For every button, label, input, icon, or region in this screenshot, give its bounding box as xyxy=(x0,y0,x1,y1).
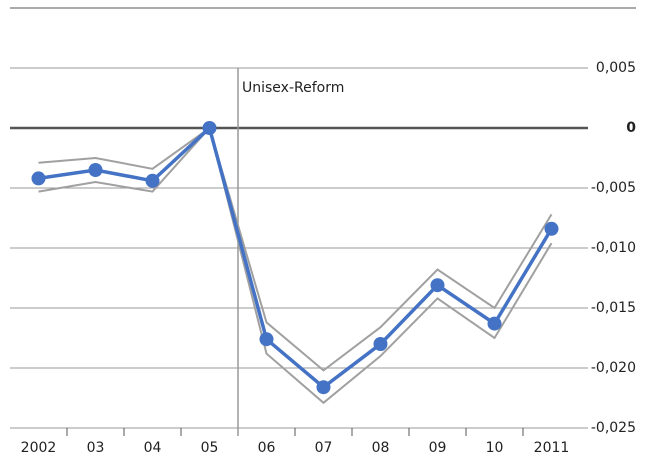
x-tick-label: 06 xyxy=(258,440,276,456)
y-tick-label: -0,025 xyxy=(591,420,636,436)
y-tick-label: 0 xyxy=(626,120,636,136)
marker xyxy=(316,380,331,395)
x-tick-label: 09 xyxy=(429,440,447,456)
y-tick-label: 0,005 xyxy=(596,60,636,76)
x-tick-label: 05 xyxy=(201,440,219,456)
x-tick-label: 2011 xyxy=(534,440,570,456)
y-tick-label: -0,015 xyxy=(591,300,636,316)
y-tick-label: -0,020 xyxy=(591,360,636,376)
marker xyxy=(487,316,502,331)
marker xyxy=(544,221,559,236)
annotation-text: Unisex-Reform xyxy=(242,80,344,96)
band-line xyxy=(38,125,553,405)
band-line xyxy=(38,126,553,372)
x-tick-label: 03 xyxy=(87,440,105,456)
x-tick-label: 08 xyxy=(372,440,390,456)
main-line xyxy=(38,124,553,390)
marker xyxy=(145,173,160,188)
marker xyxy=(430,278,445,293)
x-tick-label: 07 xyxy=(315,440,333,456)
y-tick-label: -0,005 xyxy=(591,180,636,196)
marker xyxy=(373,337,388,351)
x-tick-label: 04 xyxy=(144,440,162,456)
marker xyxy=(202,121,217,135)
x-tick-label: 2002 xyxy=(21,440,57,456)
y-tick-label: -0,010 xyxy=(591,240,636,256)
marker xyxy=(88,163,103,177)
x-tick-label: 10 xyxy=(486,440,504,456)
marker xyxy=(31,171,46,186)
marker xyxy=(259,332,274,347)
